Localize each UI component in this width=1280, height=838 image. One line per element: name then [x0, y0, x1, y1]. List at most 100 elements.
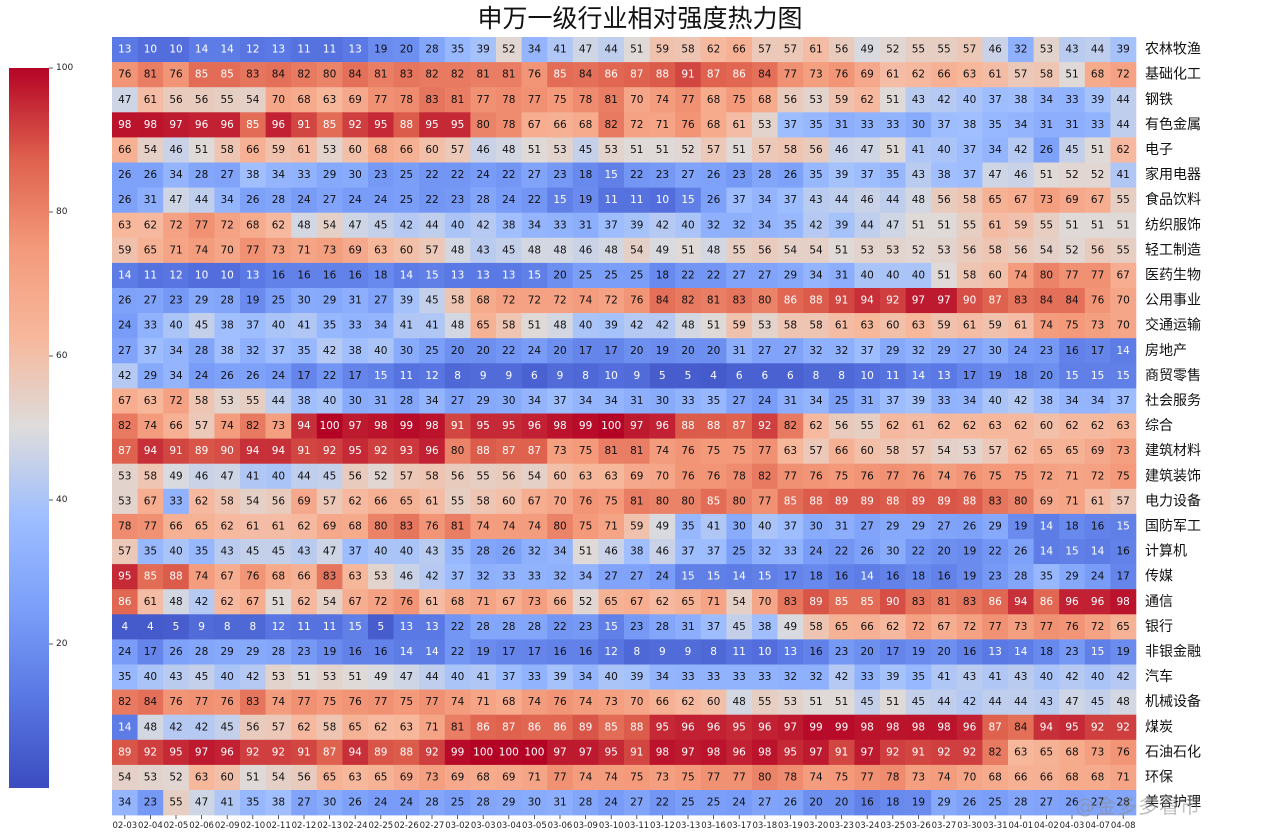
x-tick-label: 03-10	[599, 821, 624, 831]
cell-value-label: 77	[195, 696, 208, 708]
heatmap-cell	[316, 438, 343, 464]
cell-value-label: 74	[502, 520, 516, 532]
cell-value-label: 74	[656, 445, 670, 457]
cell-value-label: 86	[477, 721, 491, 733]
cell-value-label: 40	[451, 671, 464, 683]
heatmap-cell	[598, 488, 625, 515]
heatmap-cell	[931, 313, 958, 339]
heatmap-cell	[291, 739, 318, 766]
heatmap-cell	[496, 313, 522, 339]
heatmap-cell	[649, 488, 676, 515]
cell-value-label: 31	[861, 395, 874, 407]
heatmap-cell	[598, 388, 625, 414]
heatmap-cell	[803, 87, 830, 113]
cell-value-label: 44	[861, 219, 875, 231]
heatmap-cell	[598, 37, 625, 63]
heatmap-cell	[1059, 363, 1086, 389]
x-tick-label: 03-30	[957, 821, 982, 831]
cell-value-label: 95	[605, 746, 618, 758]
heatmap-cell	[1059, 614, 1086, 640]
cell-value-label: 68	[477, 295, 490, 307]
x-tick-label: 03-24	[855, 821, 880, 831]
heatmap-cell	[342, 739, 369, 766]
heatmap-cell	[1084, 363, 1111, 389]
cell-value-label: 11	[886, 370, 899, 382]
cell-value-label: 20	[477, 345, 490, 357]
cell-value-label: 43	[1065, 44, 1078, 56]
heatmap-cell	[470, 162, 497, 188]
cell-value-label: 14	[195, 44, 209, 56]
heatmap-cell	[624, 513, 650, 540]
cell-value-label: 39	[605, 320, 618, 332]
heatmap-cell	[1008, 614, 1034, 640]
cell-value-label: 12	[169, 269, 182, 281]
heatmap-cell	[496, 388, 522, 414]
cell-value-label: 12	[425, 370, 438, 382]
heatmap-cell	[1084, 463, 1111, 490]
heatmap-cell	[598, 62, 625, 88]
heatmap-cell	[137, 513, 164, 540]
heatmap-cell	[854, 112, 881, 138]
heatmap-cell	[726, 112, 753, 138]
cell-value-label: 88	[630, 721, 643, 733]
cell-value-label: 15	[758, 571, 771, 583]
heatmap-cell	[982, 539, 1009, 565]
heatmap-cell	[649, 564, 676, 590]
heatmap-cell	[828, 614, 855, 640]
cell-value-label: 15	[707, 571, 720, 583]
cell-value-label: 86	[553, 721, 567, 733]
heatmap-cell	[931, 539, 958, 565]
heatmap-cell	[752, 714, 778, 741]
cell-value-label: 33	[937, 395, 950, 407]
heatmap-cell	[828, 463, 855, 490]
cell-value-label: 30	[912, 119, 925, 131]
cell-value-label: 23	[989, 571, 1002, 583]
cell-value-label: 56	[349, 470, 363, 482]
cell-value-label: 26	[349, 797, 363, 809]
heatmap-cell	[649, 790, 676, 816]
heatmap-cell	[368, 363, 394, 389]
heatmap-cell	[316, 87, 343, 113]
heatmap-cell	[726, 463, 753, 490]
cell-value-label: 20	[707, 345, 720, 357]
heatmap-cell	[931, 463, 958, 490]
heatmap-cell	[1084, 112, 1111, 138]
cell-value-label: 74	[195, 244, 209, 256]
cell-value-label: 27	[758, 269, 771, 281]
heatmap-cell	[956, 438, 983, 464]
cell-value-label: 31	[579, 219, 592, 231]
cell-value-label: 91	[835, 295, 848, 307]
heatmap-cell	[880, 438, 906, 464]
heatmap-cell	[700, 714, 727, 741]
heatmap-cell	[803, 639, 830, 665]
x-tick-label: 03-06	[548, 821, 573, 831]
cell-value-label: 95	[502, 420, 515, 432]
heatmap-cell	[342, 313, 369, 339]
cell-value-label: 60	[221, 771, 234, 783]
heatmap-cell	[342, 488, 369, 515]
heatmap-cell	[188, 438, 215, 464]
cell-value-label: 51	[579, 546, 592, 558]
heatmap-cell	[624, 112, 650, 138]
cell-value-label: 11	[323, 621, 336, 633]
heatmap-cell	[828, 137, 855, 163]
cell-value-label: 5	[685, 370, 692, 382]
cell-value-label: 35	[784, 219, 797, 231]
cell-value-label: 46	[400, 571, 414, 583]
heatmap-cell	[444, 62, 471, 88]
cell-value-label: 9	[480, 370, 487, 382]
cell-value-label: 35	[118, 671, 131, 683]
heatmap-cell	[521, 62, 548, 88]
heatmap-cell	[240, 87, 266, 113]
cell-value-label: 72	[912, 621, 925, 633]
heatmap-cell	[752, 639, 778, 665]
cell-value-label: 37	[349, 546, 362, 558]
heatmap-cell	[444, 689, 471, 715]
heatmap-cell	[112, 438, 138, 464]
cell-value-label: 24	[400, 797, 414, 809]
cell-value-label: 83	[400, 520, 413, 532]
cell-value-label: 77	[553, 771, 566, 783]
cell-value-label: 53	[272, 671, 285, 683]
cell-value-label: 83	[425, 94, 438, 106]
heatmap-cell	[1008, 739, 1034, 766]
